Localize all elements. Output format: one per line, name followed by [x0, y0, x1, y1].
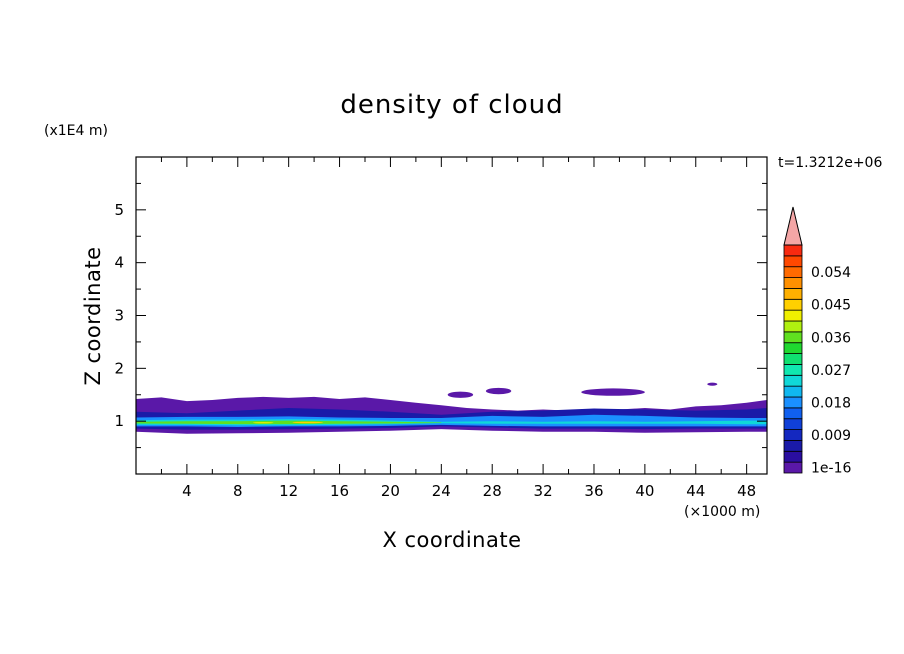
cloud-patch-2 — [581, 388, 645, 396]
time-label: t=1.3212e+06 — [778, 155, 882, 171]
x-tick-label: 12 — [279, 482, 298, 500]
x-tick-label: 32 — [534, 482, 553, 500]
colorbar-band — [783, 407, 803, 420]
cloud-layer-green-core — [136, 420, 442, 425]
x-tick-label: 40 — [635, 482, 654, 500]
colorbar-band — [783, 277, 803, 289]
chart-title: density of cloud — [340, 90, 563, 120]
colorbar-extend-arrow — [783, 206, 803, 246]
colorbar-band — [783, 353, 803, 365]
colorbar-band — [783, 342, 803, 354]
x-tick-label: 16 — [330, 482, 349, 500]
colorbar-label: 0.036 — [811, 330, 851, 346]
colorbar-band — [783, 396, 803, 409]
y-axis-label: Z coordinate — [81, 246, 105, 385]
colorbar-label: 0.045 — [811, 298, 851, 314]
colorbar-band — [783, 440, 803, 452]
colorbar-band — [783, 364, 803, 376]
colorbar-band — [783, 385, 803, 398]
colorbar-band — [783, 429, 803, 441]
x-tick-label: 48 — [737, 482, 756, 500]
colorbar-band — [783, 450, 803, 463]
y-unit-label: (x1E4 m) — [44, 123, 108, 139]
colorbar-label: 0.018 — [811, 395, 851, 411]
y-tick-label: 2 — [114, 359, 124, 377]
colorbar: 1e-16 0.009 0.018 0.027 0.036 0.045 0.054 — [783, 206, 851, 477]
y-tick-label: 5 — [114, 201, 124, 219]
colorbar-band — [783, 298, 803, 311]
colorbar-label: 0.009 — [811, 428, 851, 444]
x-tick-label: 36 — [584, 482, 603, 500]
y-tick-label: 3 — [114, 307, 124, 325]
x-tick-label: 4 — [182, 482, 192, 500]
colorbar-label: 0.027 — [811, 363, 851, 379]
x-tick-label: 20 — [381, 482, 400, 500]
colorbar-band — [783, 461, 803, 474]
colorbar-band — [783, 255, 803, 268]
x-axis-label: X coordinate — [382, 528, 521, 552]
x-tick-label: 44 — [686, 482, 705, 500]
colorbar-label: 0.054 — [811, 265, 851, 281]
plot-area — [136, 382, 767, 434]
cloud-patch-4 — [292, 421, 324, 424]
colorbar-band — [783, 320, 803, 333]
cloud-patch-5 — [253, 422, 274, 424]
x-tick-label: 28 — [483, 482, 502, 500]
colorbar-band — [783, 331, 803, 344]
colorbar-label: 1e-16 — [811, 461, 851, 477]
y-tick-label: 4 — [114, 254, 124, 272]
colorbar-band — [783, 374, 803, 387]
cloud-patch-3 — [707, 382, 718, 386]
x-axis: 4 8 12 16 20 24 28 32 36 40 44 48 — [160, 157, 756, 500]
x-tick-label: 8 — [233, 482, 243, 500]
colorbar-band — [783, 244, 803, 257]
y-tick-label: 1 — [114, 412, 124, 430]
colorbar-band — [783, 309, 803, 322]
colorbar-band — [783, 288, 803, 300]
colorbar-band — [783, 418, 803, 430]
x-tick-label: 24 — [432, 482, 451, 500]
cloud-patch-1 — [485, 387, 512, 395]
cloud-patch-0 — [447, 391, 474, 398]
colorbar-band — [783, 266, 803, 278]
x-unit-label: (×1000 m) — [684, 504, 760, 520]
y-axis: 1 2 3 4 5 — [114, 182, 767, 449]
